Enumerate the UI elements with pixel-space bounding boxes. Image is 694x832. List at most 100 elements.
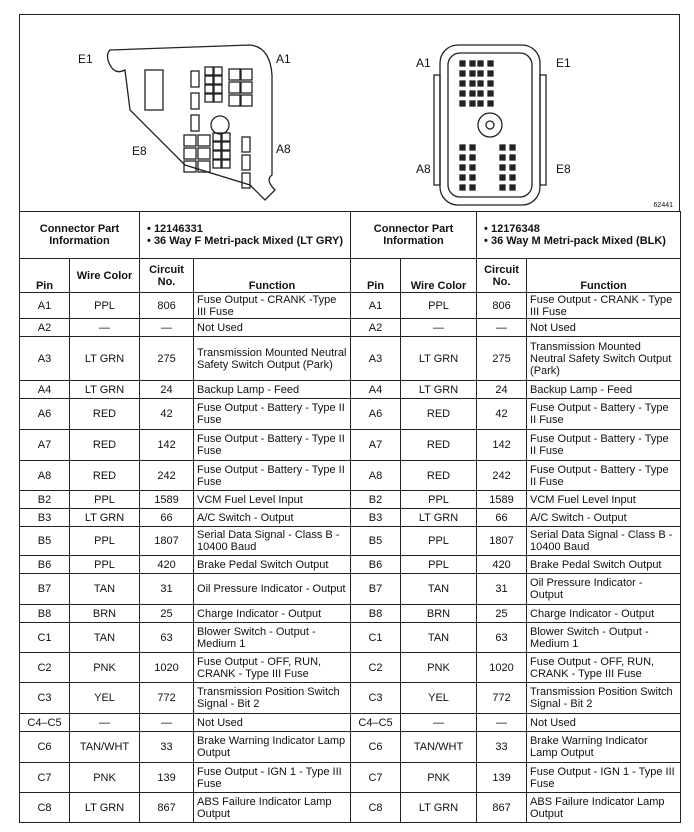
function-cell: A/C Switch - Output bbox=[193, 508, 352, 527]
terminal bbox=[499, 184, 506, 191]
pin-cell: B5 bbox=[19, 526, 70, 556]
pin-cell: C3 bbox=[350, 682, 402, 714]
cavity bbox=[221, 159, 231, 169]
table-row: B5 PPL 1807 Serial Data Signal - Class B - … bbox=[19, 526, 682, 556]
function-cell: Brake Pedal Switch Output bbox=[193, 555, 352, 574]
function-cell: Not Used bbox=[526, 318, 682, 337]
circuit-cell: 806 bbox=[139, 292, 195, 319]
terminal bbox=[459, 184, 466, 191]
cavity bbox=[183, 160, 197, 173]
wire-color-cell: RED bbox=[68, 398, 141, 430]
pin-cell: B3 bbox=[350, 508, 402, 527]
terminal bbox=[459, 174, 466, 181]
function-cell: Not Used bbox=[526, 713, 682, 732]
terminal bbox=[499, 174, 506, 181]
cavity bbox=[190, 114, 200, 132]
terminal bbox=[459, 80, 466, 87]
label-e8: E8 bbox=[132, 144, 147, 158]
circuit-cell: 806 bbox=[476, 292, 528, 319]
pin-cell: A6 bbox=[19, 398, 70, 430]
circuit-cell: 142 bbox=[139, 429, 195, 461]
function-cell: Fuse Output - Battery - Type II Fuse bbox=[526, 429, 682, 461]
pin-cell: A4 bbox=[350, 380, 402, 399]
terminal bbox=[459, 70, 466, 77]
figure-id: 62441 bbox=[653, 202, 673, 209]
part-description: 36 Way M Metri-pack Mixed (BLK) bbox=[484, 235, 677, 247]
wire-color-cell: — bbox=[400, 713, 478, 732]
wire-color-cell: PPL bbox=[68, 490, 141, 509]
cavity bbox=[228, 68, 241, 81]
terminal bbox=[487, 80, 494, 87]
wire-color-cell: LT GRN bbox=[68, 508, 141, 527]
function-cell: Fuse Output - CRANK -Type III Fuse bbox=[193, 292, 352, 319]
function-cell: VCM Fuel Level Input bbox=[193, 490, 352, 509]
header-pin: Pin bbox=[350, 258, 402, 293]
function-cell: Backup Lamp - Feed bbox=[193, 380, 352, 399]
pin-cell: A3 bbox=[350, 336, 402, 381]
circuit-cell: 25 bbox=[476, 604, 528, 623]
circuit-cell: 33 bbox=[139, 731, 195, 763]
cavity bbox=[221, 150, 231, 160]
circuit-cell: 139 bbox=[139, 762, 195, 793]
wire-color-cell: PNK bbox=[400, 762, 478, 793]
table-row: A2— — Not Used A2— — Not Used bbox=[19, 318, 682, 337]
wire-color-cell: LT GRN bbox=[400, 336, 478, 381]
male-connector-drawing bbox=[433, 44, 547, 206]
pin-cell: C1 bbox=[350, 622, 402, 653]
terminal bbox=[469, 184, 476, 191]
pin-cell: B6 bbox=[350, 555, 402, 574]
circuit-cell: 1020 bbox=[476, 652, 528, 683]
cavity bbox=[213, 75, 223, 85]
label-e1: E1 bbox=[556, 56, 571, 70]
cavity bbox=[183, 134, 197, 147]
cavity bbox=[240, 94, 253, 107]
cavity bbox=[241, 154, 251, 171]
table-row: B3 LT GRN 66 A/C Switch - Output B3 LT GRN 66 A… bbox=[19, 508, 682, 527]
table-row: A8 RED 242 Fuse Output - Battery - Type II … bbox=[19, 460, 682, 491]
cavity bbox=[212, 159, 222, 169]
pin-cell: C8 bbox=[19, 792, 70, 823]
circuit-cell: 31 bbox=[139, 573, 195, 605]
circuit-cell: 1807 bbox=[139, 526, 195, 556]
terminal bbox=[509, 154, 516, 161]
pin-cell: B8 bbox=[19, 604, 70, 623]
wire-color-cell: RED bbox=[400, 429, 478, 461]
terminal bbox=[469, 144, 476, 151]
wire-color-cell: RED bbox=[400, 460, 478, 491]
table-row: C7 PNK 139 Fuse Output - IGN 1 - Type III F… bbox=[19, 762, 682, 793]
cavity bbox=[213, 93, 223, 103]
function-cell: Fuse Output - Battery - Type II Fuse bbox=[526, 460, 682, 491]
terminal bbox=[477, 80, 484, 87]
circuit-cell: 242 bbox=[139, 460, 195, 491]
pin-cell: B8 bbox=[350, 604, 402, 623]
terminal bbox=[487, 90, 494, 97]
cavity bbox=[228, 94, 241, 107]
circuit-cell: 66 bbox=[476, 508, 528, 527]
cavity bbox=[241, 136, 251, 153]
pin-cell: C4–C5 bbox=[350, 713, 402, 732]
terminal bbox=[487, 60, 494, 67]
function-cell: Transmission Position Switch Signal - Bi… bbox=[526, 682, 682, 714]
terminal bbox=[469, 70, 476, 77]
label-a8: A8 bbox=[416, 162, 431, 176]
wire-color-cell: LT GRN bbox=[400, 508, 478, 527]
pin-cell: A8 bbox=[350, 460, 402, 491]
circuit-cell: 275 bbox=[476, 336, 528, 381]
function-cell: Oil Pressure Indicator - Output bbox=[526, 573, 682, 605]
circuit-cell: — bbox=[139, 318, 195, 337]
pin-cell: A7 bbox=[19, 429, 70, 461]
circuit-cell: 42 bbox=[139, 398, 195, 430]
pin-cell: A7 bbox=[350, 429, 402, 461]
pin-cell: C2 bbox=[19, 652, 70, 683]
circuit-cell: 242 bbox=[476, 460, 528, 491]
circuit-cell: 25 bbox=[139, 604, 195, 623]
connector-info-row: Connector Part Information 1214633136 Wa… bbox=[18, 211, 682, 259]
terminal bbox=[459, 100, 466, 107]
table-row: C1 TAN 63 Blower Switch - Output - Medium 1… bbox=[19, 622, 682, 653]
label-e8: E8 bbox=[556, 162, 571, 176]
circuit-cell: — bbox=[139, 713, 195, 732]
terminal bbox=[469, 90, 476, 97]
pin-cell: A1 bbox=[19, 292, 70, 319]
function-cell: VCM Fuel Level Input bbox=[526, 490, 682, 509]
pin-cell: A2 bbox=[350, 318, 402, 337]
